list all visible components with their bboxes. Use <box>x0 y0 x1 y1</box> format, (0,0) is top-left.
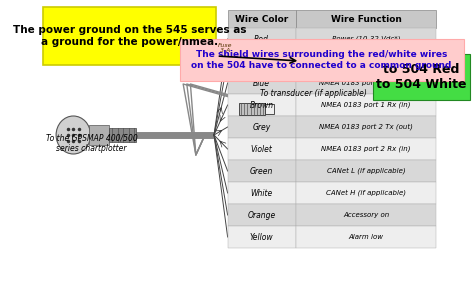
Text: The shield wires surrounding the red/white wires
on the 504 have to connected to: The shield wires surrounding the red/whi… <box>191 50 452 70</box>
Text: Wire Color: Wire Color <box>235 15 288 23</box>
Text: Yellow: Yellow <box>250 232 273 242</box>
Bar <box>228 182 296 204</box>
Text: Blue: Blue <box>253 78 270 88</box>
Bar <box>89 125 109 145</box>
Text: CANet H (if applicable): CANet H (if applicable) <box>326 190 406 196</box>
Bar <box>228 94 296 116</box>
Text: The power ground on the 545 serves as
a ground for the power/nmea.: The power ground on the 545 serves as a … <box>13 25 246 47</box>
Bar <box>296 204 437 226</box>
Text: to 504 Red
to 504 White: to 504 Red to 504 White <box>376 63 466 91</box>
Bar <box>228 226 296 248</box>
Text: Grey: Grey <box>253 123 271 131</box>
Bar <box>296 116 437 138</box>
Bar <box>228 204 296 226</box>
Bar <box>44 7 216 65</box>
Bar <box>296 28 437 50</box>
Text: NMEA 0183 port 2 Tx (out): NMEA 0183 port 2 Tx (out) <box>319 124 413 130</box>
Bar <box>296 226 437 248</box>
Text: Red: Red <box>254 34 269 44</box>
Bar <box>373 54 470 100</box>
Text: Fuse
3 A: Fuse 3 A <box>218 43 232 53</box>
Bar <box>296 160 437 182</box>
Text: To transducer (if applicable): To transducer (if applicable) <box>260 88 367 98</box>
Text: NMEA 0183 port 1 Rx (in): NMEA 0183 port 1 Rx (in) <box>321 102 411 108</box>
Text: Orange: Orange <box>247 210 276 220</box>
Bar <box>296 72 437 94</box>
Bar <box>296 10 437 28</box>
Bar <box>265 104 274 114</box>
Text: Alarm low: Alarm low <box>348 234 383 240</box>
Bar <box>109 128 136 142</box>
Bar <box>228 160 296 182</box>
Bar <box>296 182 437 204</box>
Bar <box>296 50 437 72</box>
Bar <box>228 116 296 138</box>
Bar <box>296 94 437 116</box>
Text: CANet L (if applicable): CANet L (if applicable) <box>327 168 405 174</box>
Bar <box>228 28 296 50</box>
Text: Brown: Brown <box>250 101 273 109</box>
Bar <box>228 138 296 160</box>
Text: Wire Function: Wire Function <box>330 15 401 23</box>
Text: Accessory on: Accessory on <box>343 212 389 218</box>
Bar <box>228 10 296 28</box>
Text: Violet: Violet <box>251 145 273 153</box>
Ellipse shape <box>56 116 91 154</box>
Text: NMEA 0183 port 2 Rx (in): NMEA 0183 port 2 Rx (in) <box>321 146 411 152</box>
Text: White: White <box>251 188 273 198</box>
Text: Black: Black <box>251 56 272 66</box>
Bar <box>228 72 296 94</box>
Bar <box>296 138 437 160</box>
Text: Power (10-32 Vdc*): Power (10-32 Vdc*) <box>332 36 400 42</box>
Bar <box>180 39 464 81</box>
Text: Ground
(power and NMEA 0183): Ground (power and NMEA 0183) <box>323 54 409 68</box>
Text: Green: Green <box>250 167 273 175</box>
Text: To the GPSMAP 400/500
series chartplotter: To the GPSMAP 400/500 series chartplotte… <box>46 133 137 153</box>
Bar <box>239 103 265 115</box>
Bar <box>228 50 296 72</box>
Text: NMEA 0183 port 1 Tx (out): NMEA 0183 port 1 Tx (out) <box>319 80 413 86</box>
